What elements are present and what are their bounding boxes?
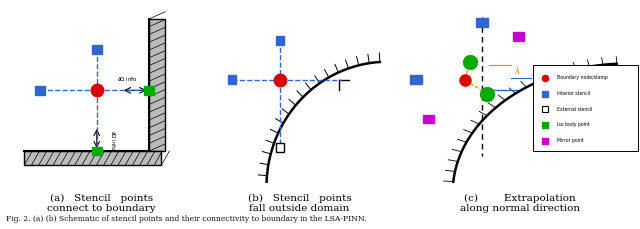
Text: Interior stencil: Interior stencil [557,91,591,96]
Text: Fig. 2. (a) (b) Schematic of stencil points and their connectivity to boundary i: Fig. 2. (a) (b) Schematic of stencil poi… [6,215,367,223]
Text: (a)   Stencil   points
connect to boundary: (a) Stencil points connect to boundary [47,194,156,213]
Bar [410,75,422,84]
Bar [422,114,435,123]
Bar [228,75,236,84]
Bar [92,147,102,155]
Bar [276,143,284,152]
Bar [476,18,488,27]
Text: Mirror point: Mirror point [557,138,584,143]
Text: External stencil: External stencil [557,107,593,112]
Bar [35,86,45,95]
Bar [513,33,524,41]
Text: (c)        Extrapolation
along normal direction: (c) Extrapolation along normal direction [460,194,580,213]
Bar [276,36,284,45]
Text: Iso body point: Iso body point [557,123,590,128]
FancyBboxPatch shape [149,19,165,151]
Bar [145,86,154,95]
Text: Boundary node/stamp: Boundary node/stamp [557,75,608,80]
Text: $\lambda$: $\lambda$ [513,65,520,76]
FancyBboxPatch shape [24,151,161,165]
Text: (b)   Stencil   points
fall outside domain: (b) Stencil points fall outside domain [248,194,351,213]
Bar [92,45,102,54]
Text: $\partial\Omega$ info: $\partial\Omega$ info [116,74,138,83]
Bar [533,65,637,151]
Text: $\partial\Omega$ info: $\partial\Omega$ info [109,130,118,151]
